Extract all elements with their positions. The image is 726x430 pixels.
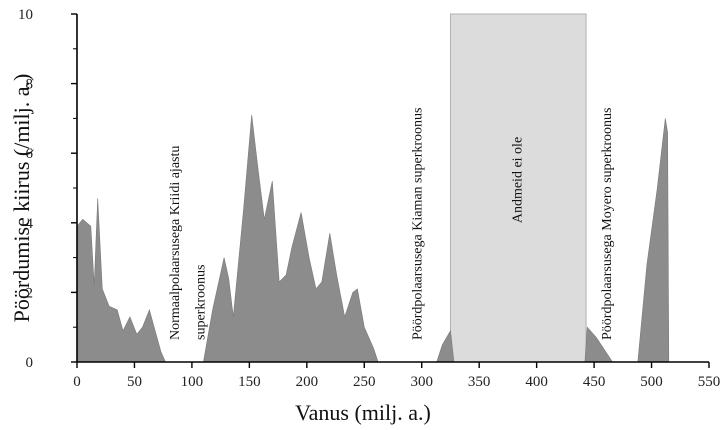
x-tick-label: 100 (181, 374, 204, 390)
x-tick-label: 300 (410, 374, 433, 390)
x-tick-label: 450 (583, 374, 606, 390)
x-tick-label: 350 (468, 374, 491, 390)
x-tick-label: 250 (353, 374, 376, 390)
area-segment-1 (76, 198, 166, 363)
no-data-label: Andmeid ei ole (510, 137, 525, 223)
annotation-3: Pöördpolaarsusega Kiaman superkroonus (410, 107, 425, 340)
area-segment-5 (637, 118, 670, 363)
x-tick-label: 200 (296, 374, 319, 390)
area-segment-2 (203, 114, 379, 363)
annotation-4: Pöördpolaarsusega Moyero superkroonus (600, 107, 615, 340)
no-data-region (449, 13, 587, 363)
x-tick-label: 50 (127, 374, 142, 390)
annotation-2: superkroonus (193, 265, 208, 340)
y-tick-label: 0 (26, 355, 34, 371)
x-tick-label: 550 (698, 374, 721, 390)
y-tick-label: 2 (26, 285, 34, 301)
y-tick-label: 6 (26, 146, 34, 162)
x-tick-label: 400 (525, 374, 548, 390)
y-axis-title: Pöördumise kiirus (/milj. a.) (9, 74, 34, 323)
x-tick-label: 500 (640, 374, 663, 390)
y-tick-label: 8 (26, 77, 34, 93)
y-tick-label: 4 (26, 216, 34, 232)
reversal-rate-area-layer (76, 114, 670, 363)
annotation-1: Normaalpolaarsusega Kriidi ajastu (168, 146, 183, 340)
y-tick-label: 10 (18, 7, 33, 23)
annotations-layer: Normaalpolaarsusega Kriidi ajastu superkr… (168, 107, 615, 340)
no-data-region-layer: Andmeid ei ole (449, 13, 587, 363)
x-tick-label: 0 (73, 374, 81, 390)
x-axis-title: Vanus (milj. a.) (295, 400, 431, 425)
x-tick-label: 150 (238, 374, 261, 390)
